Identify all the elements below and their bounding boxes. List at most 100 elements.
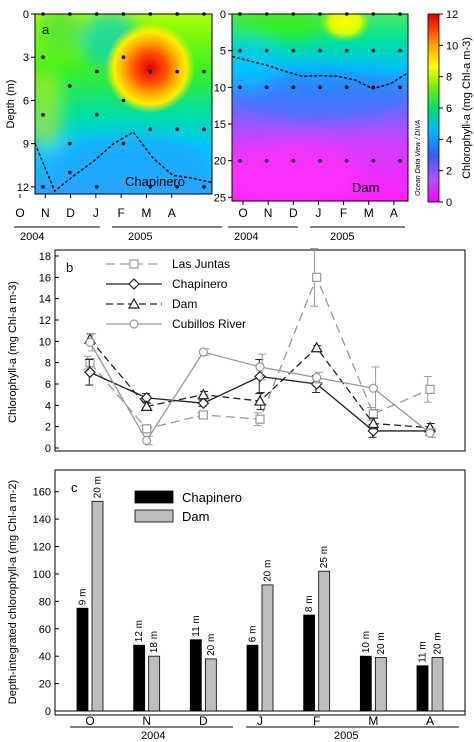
ytick-label: 0 bbox=[45, 443, 51, 455]
sample-dot bbox=[344, 158, 349, 163]
bar-chapinero bbox=[416, 665, 429, 712]
ytick-label: 12 bbox=[39, 315, 51, 327]
sample-dot bbox=[371, 12, 376, 16]
bar-chapinero bbox=[133, 644, 146, 712]
ytick-label: 6 bbox=[23, 95, 29, 107]
ytick-label: 0 bbox=[45, 706, 51, 718]
bar-value-label: 20 m bbox=[206, 634, 217, 656]
legend-marker bbox=[127, 297, 141, 309]
series-las-juntas bbox=[83, 248, 435, 434]
ytick-label: 9 bbox=[23, 139, 29, 151]
bar-dam bbox=[91, 500, 104, 712]
data-point bbox=[368, 409, 378, 419]
sample-dot bbox=[398, 48, 402, 53]
sample-points-chapinero bbox=[41, 12, 206, 189]
data-point bbox=[198, 347, 208, 357]
heatmap-chapinero-lowpatch-2 bbox=[38, 14, 82, 52]
bar-value-label: 20 m bbox=[93, 476, 104, 498]
legend-marker bbox=[129, 259, 139, 269]
sample-dot bbox=[68, 84, 72, 88]
bar-chart-panel-c: c Depth-integrated chlorophyll-a (mg Chl… bbox=[7, 469, 466, 742]
heatmap-chapinero-left bbox=[35, 70, 63, 150]
bar-chapinero bbox=[246, 644, 259, 712]
month-label: M bbox=[141, 206, 151, 220]
bar-dam bbox=[374, 657, 387, 712]
sample-dot bbox=[94, 12, 99, 16]
ytick-label: 10 bbox=[39, 336, 51, 348]
panel-b-label: b bbox=[66, 260, 73, 275]
bar-value-label: 11 m bbox=[191, 615, 202, 637]
bar-value-label: 10 m bbox=[361, 631, 372, 653]
ytick-label: 140 bbox=[33, 514, 51, 526]
colorbar-ticks: 0 2 4 6 8 10 12 bbox=[439, 9, 458, 209]
bar-value-label: 8 m bbox=[304, 595, 315, 612]
bar-dam bbox=[148, 655, 161, 712]
ytick-label: 5 bbox=[220, 46, 226, 58]
bar-value-label: 25 m bbox=[319, 546, 330, 568]
legend-label: Dam bbox=[172, 297, 197, 311]
sample-dot bbox=[202, 12, 206, 16]
year-2004-c: 2004 bbox=[141, 730, 165, 742]
line-chart-panel-b: b Chlorophyll-a (mg Chl-a m-3) 0 2 4 6 8 10 12… bbox=[7, 248, 466, 455]
colorbar bbox=[427, 13, 440, 203]
sample-dot bbox=[202, 127, 206, 131]
ytick-label: 16 bbox=[39, 272, 51, 284]
legend-c: Chapinero Dam bbox=[134, 490, 242, 524]
sample-dot bbox=[175, 12, 179, 16]
sample-dot bbox=[121, 98, 126, 103]
heatmap-panel-a: a Chapinero 0 3 6 9 12 Depth (m) Dam 0 5 10 15 2… bbox=[5, 9, 473, 243]
sample-dot bbox=[291, 85, 296, 90]
bar-value-label: 9 m bbox=[78, 589, 89, 606]
data-point bbox=[142, 424, 152, 434]
year-2004-a: 2004 bbox=[20, 231, 44, 243]
bar-dam bbox=[431, 657, 444, 712]
sample-dot bbox=[398, 12, 402, 16]
data-point bbox=[368, 383, 378, 393]
data-point bbox=[312, 272, 322, 282]
ytick-label: 60 bbox=[39, 624, 51, 636]
sample-dot bbox=[371, 48, 376, 53]
sample-dot bbox=[371, 158, 376, 163]
data-point bbox=[312, 373, 322, 383]
legend-marker bbox=[128, 278, 140, 290]
month-label: J bbox=[93, 206, 99, 220]
series-line bbox=[89, 275, 431, 430]
ytick-label: 0 bbox=[220, 9, 226, 21]
heatmap-chapinero-hotspot bbox=[105, 23, 195, 113]
ytick-label: 100 bbox=[33, 569, 51, 581]
bar-dam bbox=[261, 584, 274, 712]
sample-dot bbox=[175, 127, 179, 131]
bar-value-label: 12 m bbox=[134, 620, 145, 642]
heatmap-dam-magenta bbox=[232, 145, 360, 201]
sample-dot bbox=[94, 185, 99, 189]
month-label: D bbox=[66, 206, 75, 220]
sample-dot bbox=[175, 69, 179, 74]
sample-dot bbox=[68, 170, 72, 175]
data-point bbox=[84, 366, 96, 379]
data-point bbox=[425, 428, 435, 438]
bar-dam bbox=[204, 658, 217, 712]
month-label: O bbox=[15, 206, 24, 220]
sample-dot bbox=[41, 113, 45, 117]
series-line bbox=[89, 338, 431, 429]
month-label: A bbox=[168, 206, 176, 220]
yaxis-b: 0 2 4 6 8 10 12 14 16 18 bbox=[39, 251, 59, 455]
sample-dot bbox=[121, 55, 126, 59]
sample-dot bbox=[94, 69, 99, 74]
ytick-label: 8 bbox=[45, 358, 51, 370]
sample-dot bbox=[318, 48, 322, 53]
sample-dot bbox=[264, 85, 269, 90]
yaxis-chapinero: 0 3 6 9 12 bbox=[17, 9, 35, 194]
heatmap-dam-blue bbox=[232, 70, 408, 120]
legend-label: Chapinero bbox=[172, 277, 228, 291]
sample-dot bbox=[318, 158, 322, 163]
sample-dot bbox=[175, 185, 179, 189]
sample-points-dam bbox=[238, 12, 402, 163]
sample-dot bbox=[41, 55, 45, 59]
colorbar-tick-label: 6 bbox=[446, 103, 452, 115]
legend-marker bbox=[129, 319, 139, 329]
month-label: F bbox=[117, 206, 124, 220]
sample-dot bbox=[264, 48, 269, 53]
month-label: M bbox=[364, 206, 374, 220]
